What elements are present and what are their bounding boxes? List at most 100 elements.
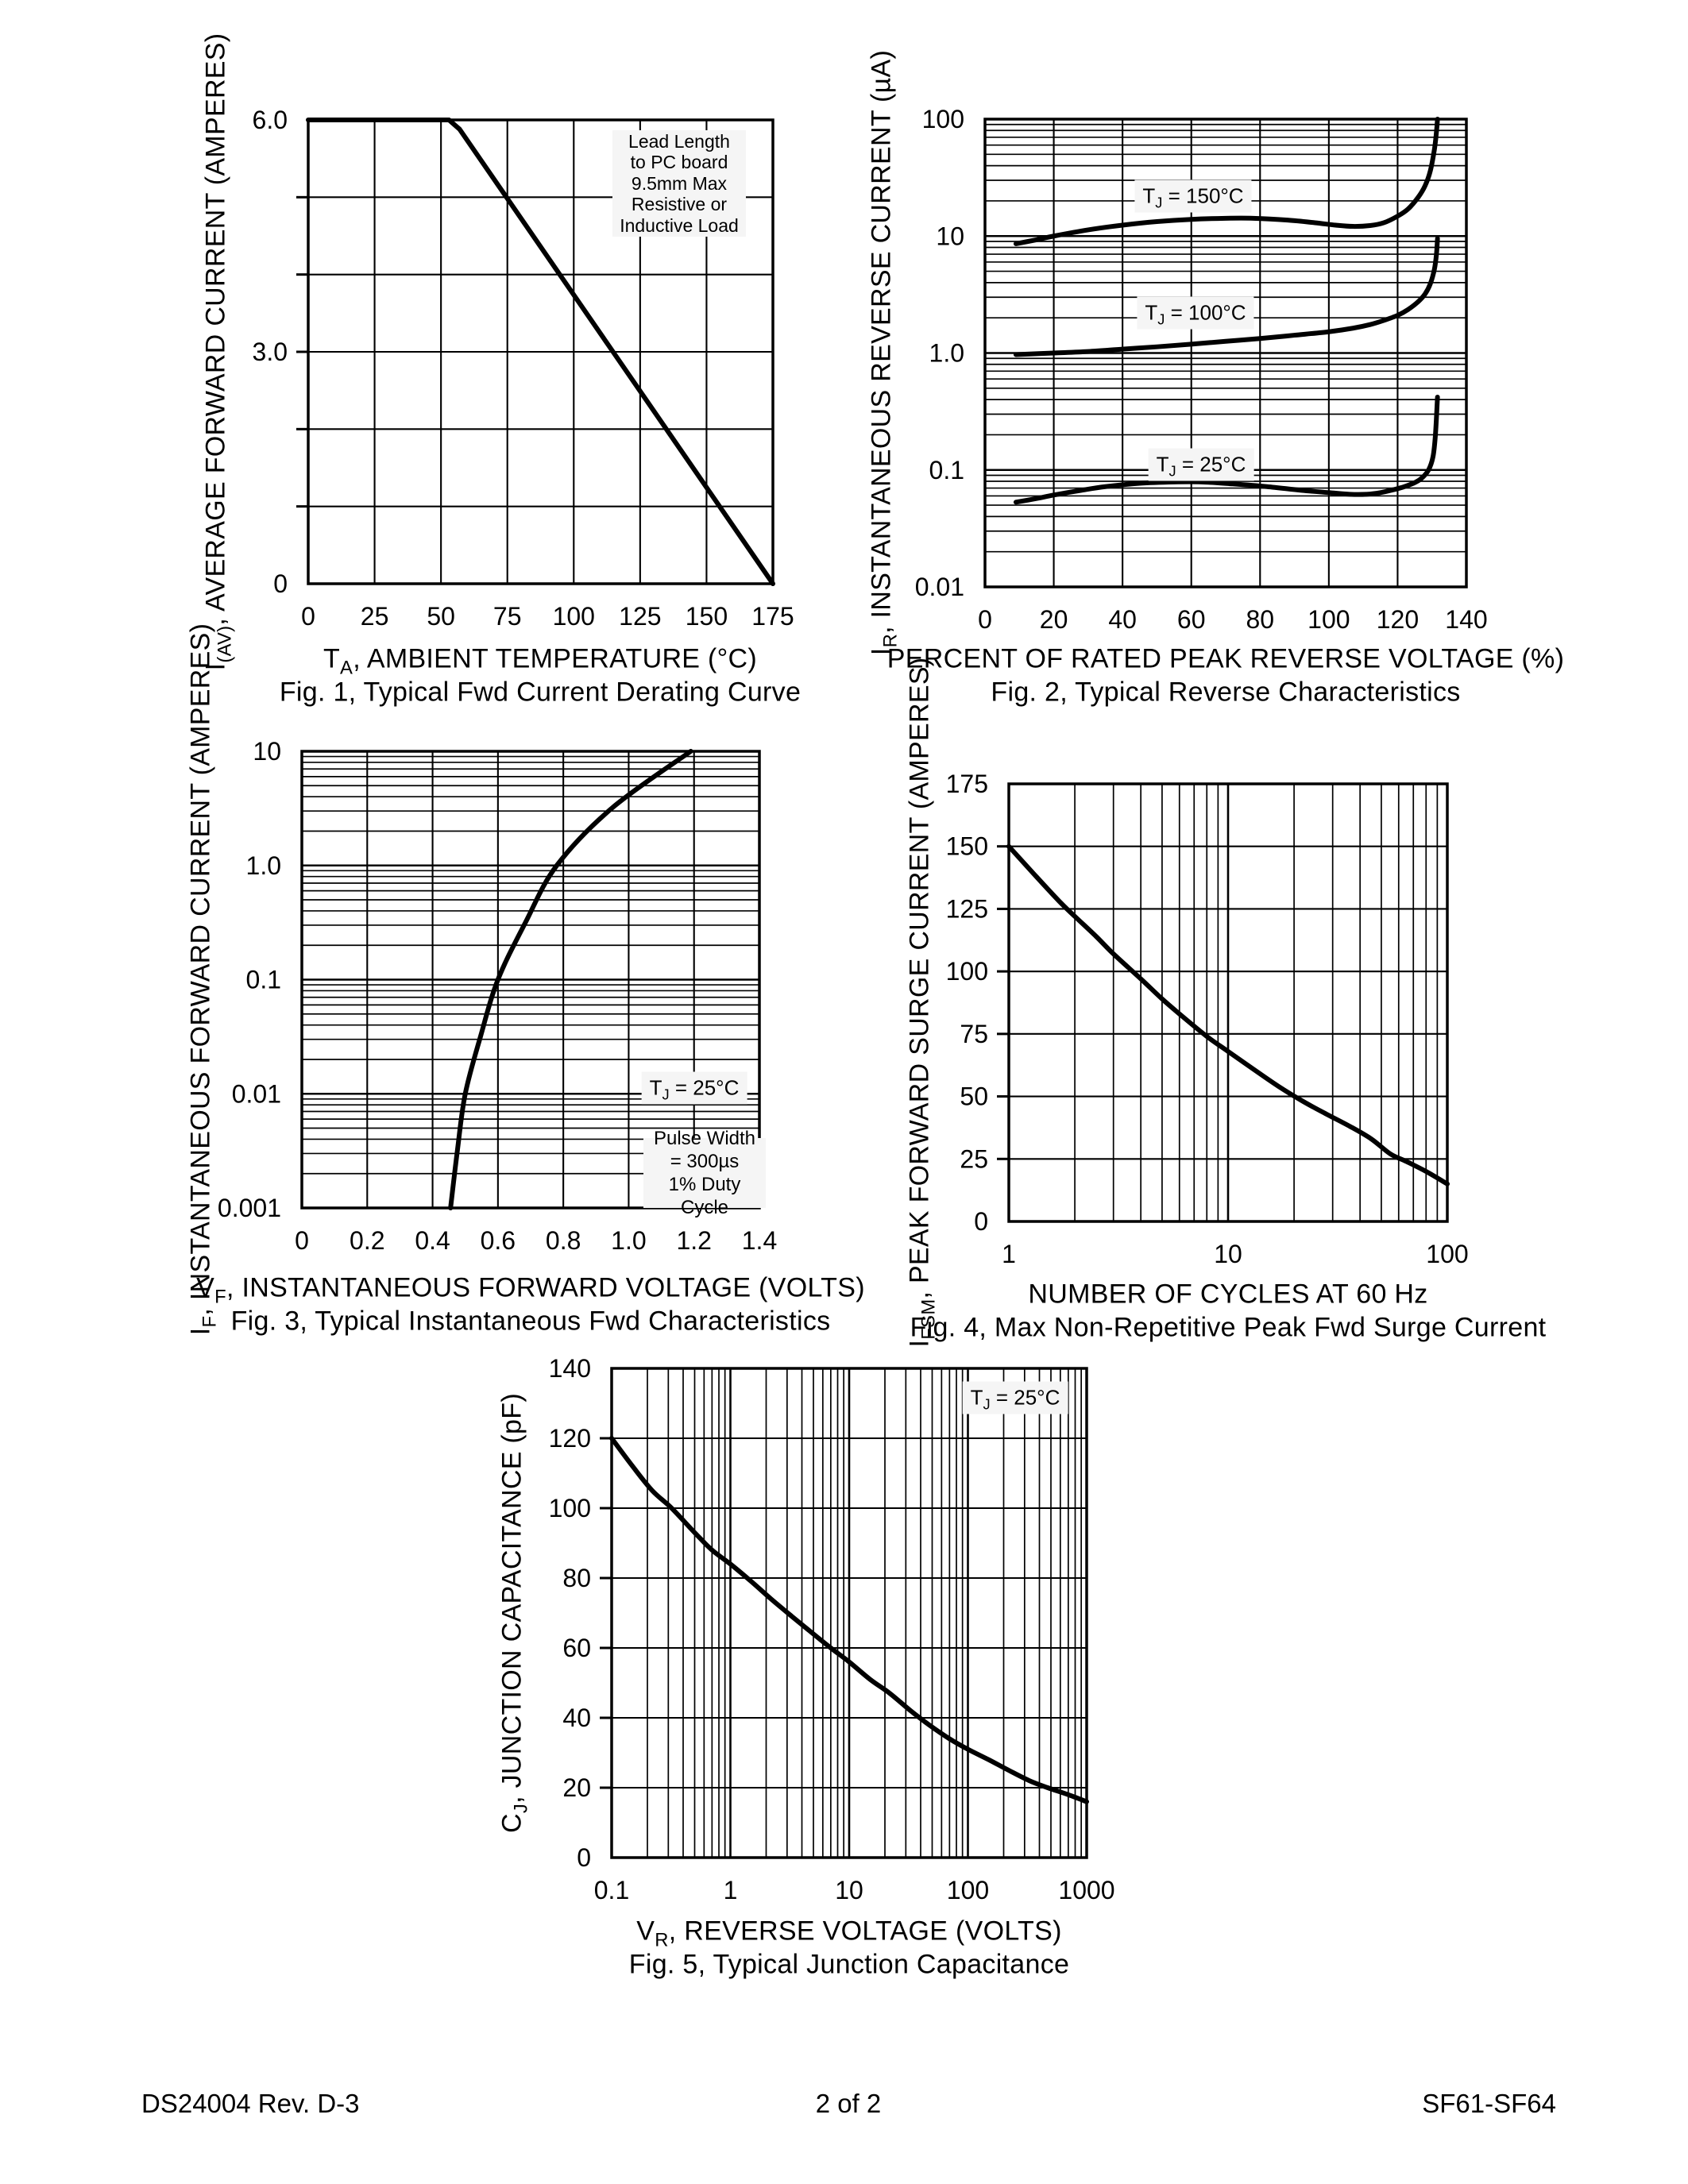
fig2-label-tj-25c: TJ = 25°C bbox=[1148, 448, 1254, 481]
fig5-y-text: , JUNCTION CAPACITANCE (pF) bbox=[496, 1393, 527, 1804]
y-tick-label: 60 bbox=[562, 1634, 591, 1662]
x-tick-label: 50 bbox=[427, 602, 455, 631]
fig3-label-tj-25c: TJ = 25°C bbox=[641, 1071, 747, 1105]
fig5-x-symbol: V bbox=[636, 1916, 655, 1947]
y-tick-label: 10 bbox=[936, 222, 964, 250]
x-tick-label: 1 bbox=[1002, 1240, 1016, 1268]
fig4-y-axis-title: IFSM, PEAK FORWARD SURGE CURRENT (AMPERE… bbox=[904, 657, 940, 1348]
series-junction-capacitance bbox=[609, 1436, 1089, 1804]
fig2-y-text: , INSTANTANEOUS REVERSE CURRENT (µA) bbox=[866, 49, 897, 634]
fig3-x-symbol: V bbox=[196, 1272, 215, 1303]
y-tick-label: 0.1 bbox=[246, 966, 281, 994]
x-tick-label: 20 bbox=[1040, 605, 1068, 634]
label-symbol: T bbox=[1142, 183, 1156, 208]
fig3-caption: Fig. 3, Typical Instantaneous Fwd Charac… bbox=[230, 1306, 831, 1337]
chart-fig2: 0 20 40 60 80 100 120 140 100 10 1.0 0.1 0.01 bbox=[915, 105, 1488, 634]
fig1-x-subscript: A bbox=[340, 657, 353, 679]
y-tick-label: 40 bbox=[562, 1704, 591, 1732]
footer-document-number: DS24004 Rev. D-3 bbox=[141, 2089, 360, 2118]
x-tick-label: 40 bbox=[1108, 605, 1137, 634]
fig1-y-text: , AVERAGE FORWARD CURRENT (AMPERES) bbox=[200, 33, 231, 626]
fig3-y-subscript: F bbox=[199, 1315, 221, 1328]
x-tick-label: 1.4 bbox=[742, 1226, 777, 1255]
fig5-x-text: , REVERSE VOLTAGE (VOLTS) bbox=[668, 1916, 1062, 1947]
x-tick-label: 140 bbox=[1445, 605, 1487, 634]
y-tick-label: 0 bbox=[974, 1207, 988, 1236]
note-line: 1% Duty Cycle bbox=[668, 1174, 741, 1218]
fig1-lead-length-note: Lead Length to PC board 9.5mm Max Resist… bbox=[612, 130, 746, 237]
y-tick-label: 0.1 bbox=[929, 456, 964, 484]
note-line: Inductive Load bbox=[620, 214, 739, 236]
fig4-x-text: NUMBER OF CYCLES AT 60 Hz bbox=[1028, 1279, 1428, 1310]
x-tick-label: 1.0 bbox=[611, 1226, 646, 1255]
x-tick-label: 10 bbox=[1214, 1240, 1242, 1268]
label-symbol: T bbox=[970, 1385, 983, 1410]
x-tick-label: 0.8 bbox=[546, 1226, 581, 1255]
label-subscript: J bbox=[662, 1086, 670, 1103]
series-fwd-characteristic bbox=[448, 749, 693, 1210]
y-tick-label: 3.0 bbox=[253, 338, 288, 366]
fig3-y-axis-title: IF, INSTANTANEOUS FORWARD CURRENT (AMPER… bbox=[185, 623, 221, 1336]
y-tick-label: 150 bbox=[946, 832, 988, 861]
label-subscript: J bbox=[983, 1396, 991, 1413]
x-tick-label: 0.4 bbox=[415, 1226, 450, 1255]
fig3-pulse-width-note: Pulse Width = 300µs 1% Duty Cycle bbox=[643, 1128, 766, 1218]
y-tick-label: 50 bbox=[960, 1082, 988, 1111]
fig5-label-tj-25c: TJ = 25°C bbox=[962, 1381, 1068, 1414]
label-subscript: J bbox=[1155, 195, 1163, 211]
fig3-x-subscript: F bbox=[214, 1286, 226, 1308]
label-text: = 25°C bbox=[669, 1075, 740, 1100]
y-tick-label: 175 bbox=[946, 770, 988, 798]
fig4-caption: Fig. 4, Max Non-Repetitive Peak Fwd Surg… bbox=[910, 1312, 1547, 1343]
label-text: = 150°C bbox=[1162, 183, 1244, 208]
fig2-x-text: PERCENT OF RATED PEAK REVERSE VOLTAGE (%… bbox=[886, 643, 1565, 674]
label-subscript: J bbox=[1168, 463, 1176, 480]
fig3-y-text: , INSTANTANEOUS FORWARD CURRENT (AMPERES… bbox=[185, 623, 216, 1316]
series-tj-150c bbox=[1013, 117, 1440, 246]
y-tick-label: 10 bbox=[253, 737, 281, 766]
y-tick-label: 6.0 bbox=[253, 106, 288, 134]
x-tick-label: 100 bbox=[947, 1876, 989, 1904]
fig5-x-axis-title: VR, REVERSE VOLTAGE (VOLTS) bbox=[636, 1916, 1062, 1950]
x-tick-label: 120 bbox=[1377, 605, 1419, 634]
x-tick-label: 150 bbox=[686, 602, 728, 631]
label-symbol: T bbox=[649, 1075, 662, 1100]
fig3-x-axis-title: VF, INSTANTANEOUS FORWARD VOLTAGE (VOLTS… bbox=[196, 1272, 865, 1308]
y-tick-label: 0 bbox=[273, 569, 288, 598]
x-tick-label: 175 bbox=[751, 602, 794, 631]
label-text: = 100°C bbox=[1165, 300, 1246, 325]
fig2-label-tj-150c: TJ = 150°C bbox=[1134, 179, 1252, 213]
series-tj-100c bbox=[1013, 236, 1440, 357]
fig1-x-axis-title: TA, AMBIENT TEMPERATURE (°C) bbox=[323, 643, 758, 679]
x-tick-label: 75 bbox=[493, 602, 522, 631]
y-tick-label: 1.0 bbox=[929, 339, 964, 368]
x-tick-label: 80 bbox=[1246, 605, 1274, 634]
y-tick-label: 20 bbox=[562, 1773, 591, 1802]
label-symbol: T bbox=[1145, 300, 1158, 325]
x-tick-label: 100 bbox=[553, 602, 595, 631]
fig4-x-axis-title: NUMBER OF CYCLES AT 60 Hz bbox=[1028, 1279, 1427, 1310]
fig2-caption: Fig. 2, Typical Reverse Characteristics bbox=[991, 677, 1461, 708]
fig1-x-symbol: T bbox=[323, 643, 341, 674]
y-tick-label: 100 bbox=[549, 1494, 591, 1522]
fig5-caption: Fig. 5, Typical Junction Capacitance bbox=[628, 1949, 1070, 1980]
y-tick-label: 0.01 bbox=[232, 1079, 281, 1108]
fig5-y-symbol: C bbox=[496, 1813, 527, 1833]
fig5-y-subscript: J bbox=[510, 1803, 532, 1814]
fig4-y-text: , PEAK FORWARD SURGE CURRENT (AMPERES) bbox=[904, 657, 935, 1299]
fig3-y-symbol: I bbox=[185, 1327, 216, 1336]
x-tick-label: 0.2 bbox=[350, 1226, 384, 1255]
fig1-x-text: , AMBIENT TEMPERATURE (°C) bbox=[353, 643, 758, 674]
y-tick-label: 1.0 bbox=[246, 851, 281, 880]
note-line: Resistive or bbox=[631, 194, 728, 215]
y-tick-label: 25 bbox=[960, 1144, 988, 1173]
chart-fig5: 0.1 1 10 100 1000 140 120 100 80 60 40 20 0 bbox=[549, 1354, 1115, 1904]
label-subscript: J bbox=[1157, 311, 1165, 328]
fig2-label-tj-100c: TJ = 100°C bbox=[1137, 296, 1254, 330]
x-tick-label: 100 bbox=[1308, 605, 1350, 634]
fig5-y-axis-title: CJ, JUNCTION CAPACITANCE (pF) bbox=[496, 1393, 532, 1833]
series-surge-current bbox=[1006, 843, 1450, 1187]
x-tick-label: 0 bbox=[295, 1226, 309, 1255]
fig1-y-axis-title: I(AV), AVERAGE FORWARD CURRENT (AMPERES) bbox=[200, 33, 236, 671]
